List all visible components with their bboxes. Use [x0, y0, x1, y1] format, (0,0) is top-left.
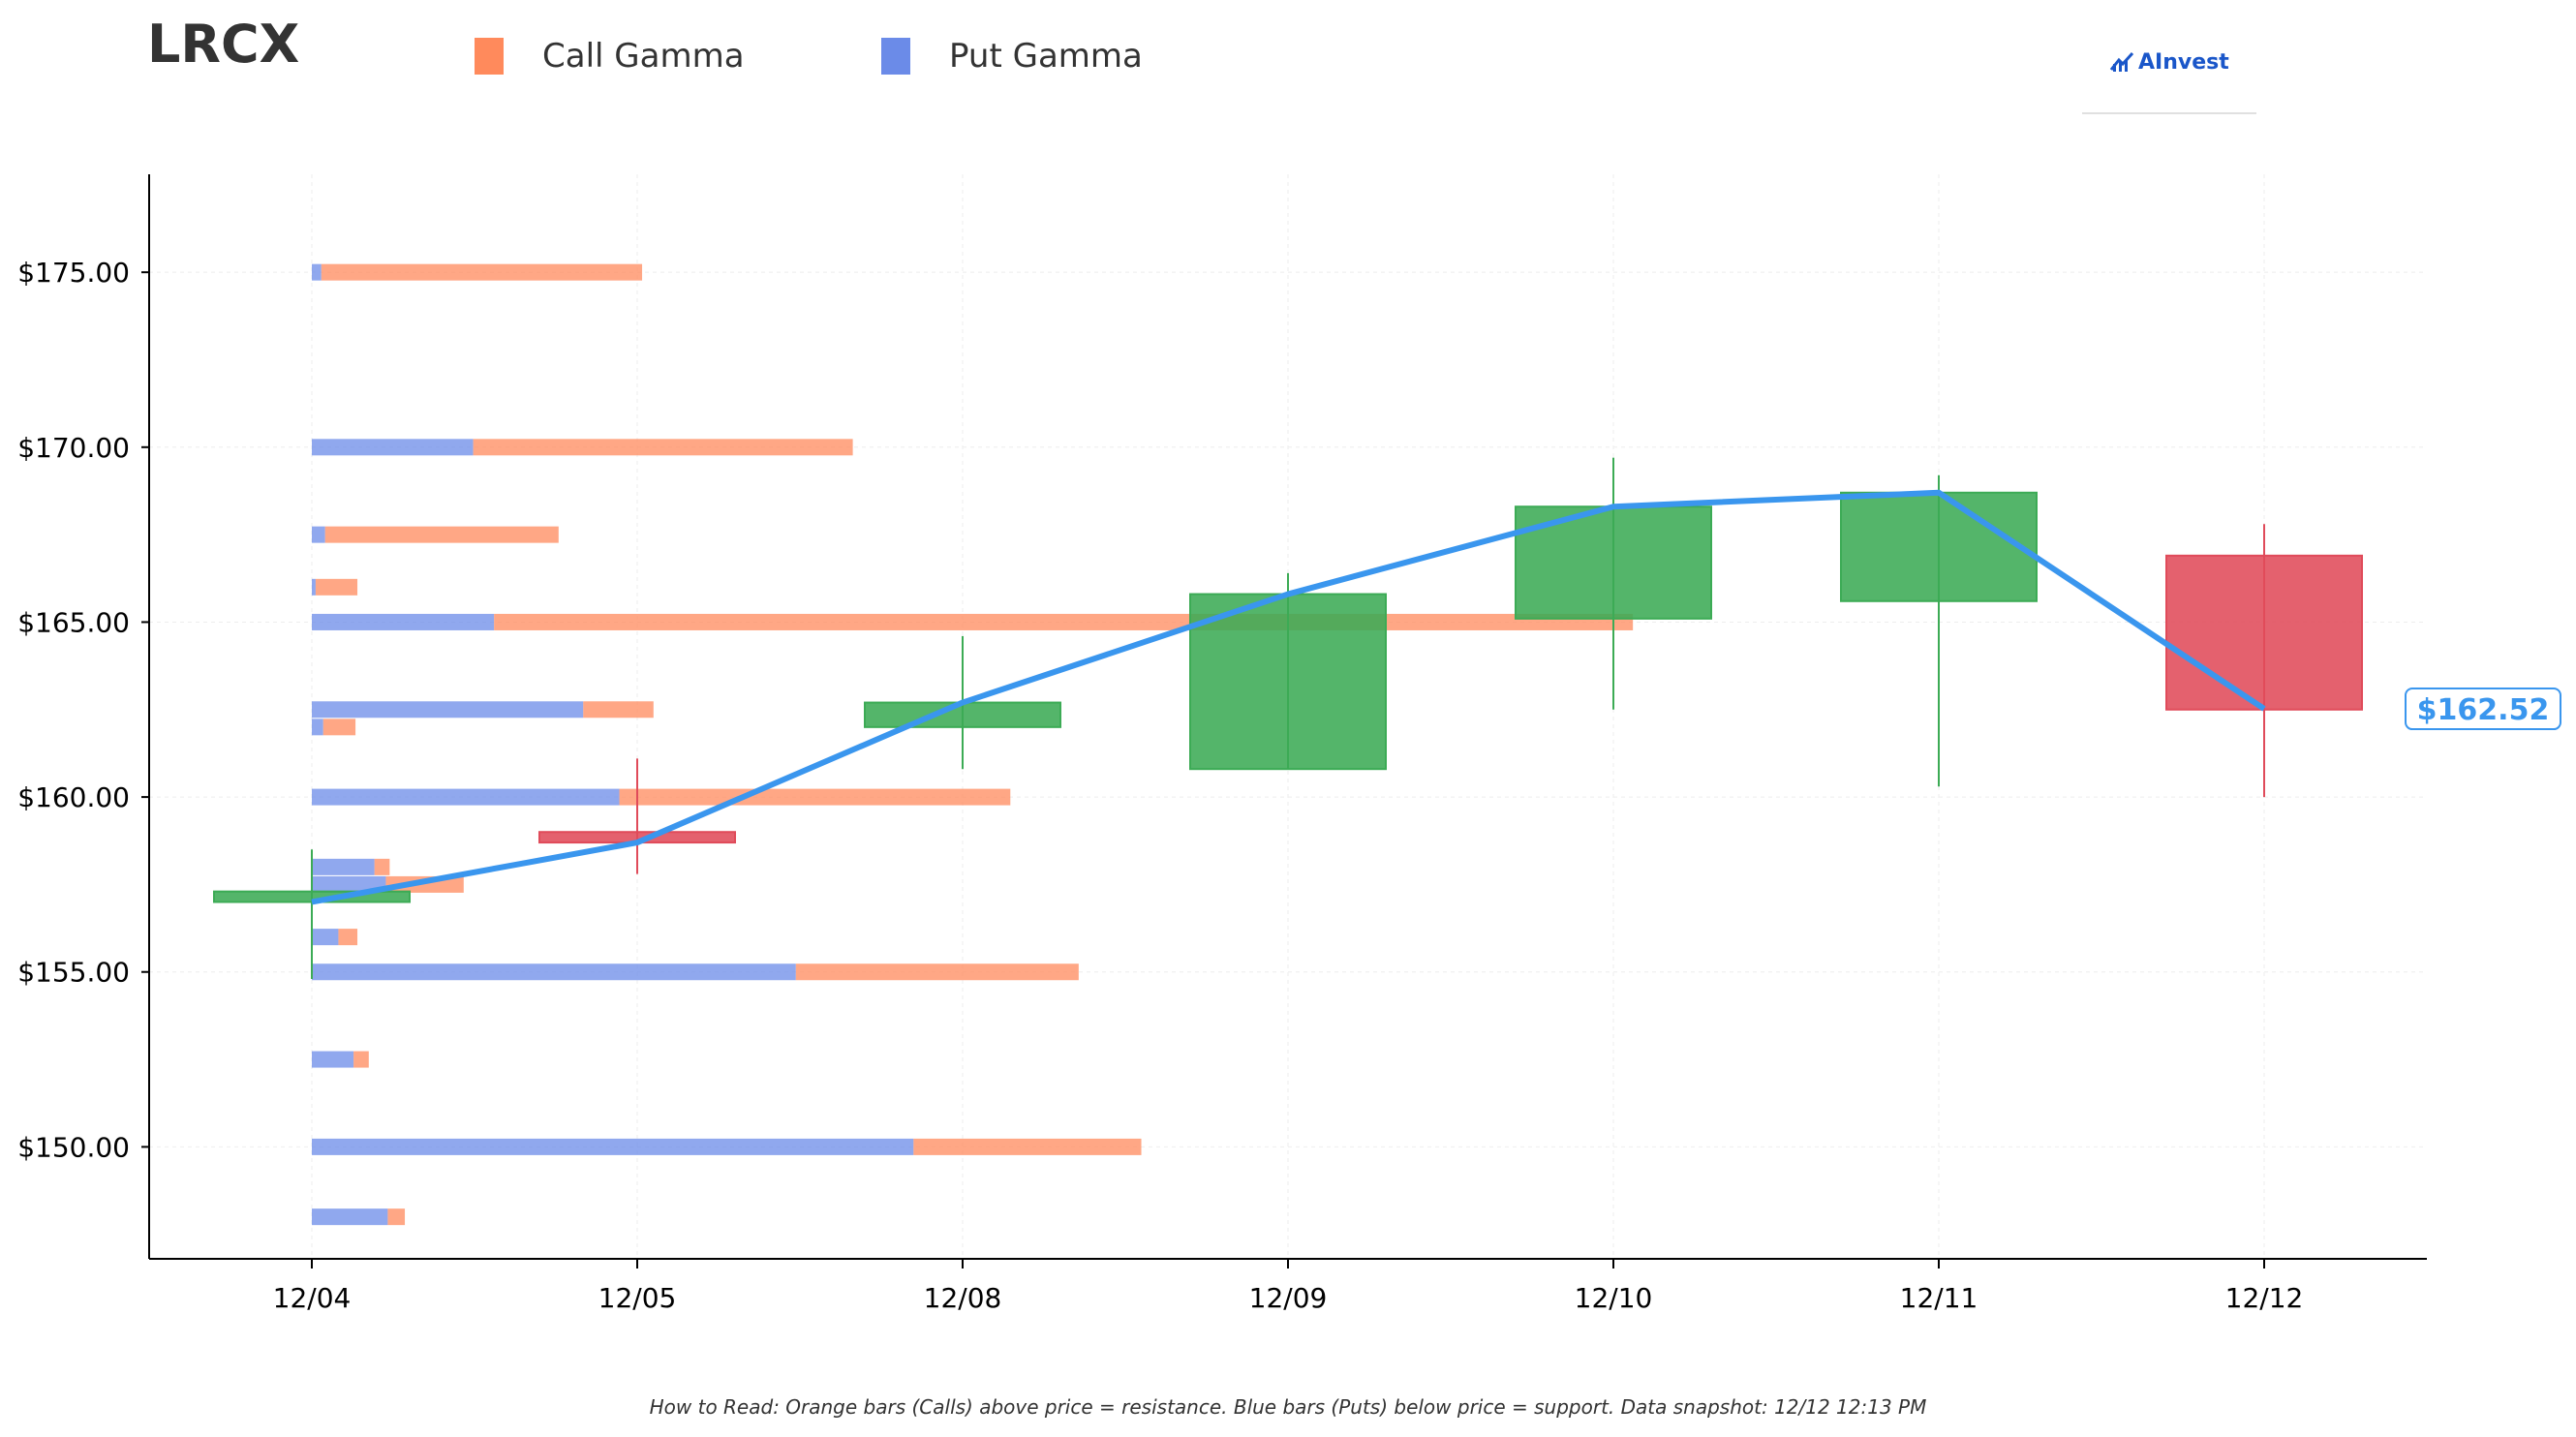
last-price-badge [2405, 688, 2561, 731]
call-gamma-bar [315, 578, 358, 596]
put-gamma-bar [312, 1051, 354, 1068]
call-gamma-bar [338, 929, 358, 946]
x-tick-label: 12/04 [273, 1282, 352, 1314]
put-gamma-bar [312, 929, 339, 946]
y-tick-label: $165.00 [17, 606, 130, 638]
close-price-line [311, 489, 2266, 905]
call-gamma-bar [374, 858, 390, 875]
call-gamma-bar [619, 788, 1011, 806]
put-gamma-bar [312, 701, 584, 718]
put-gamma-bar [312, 1208, 388, 1226]
put-gamma-bar [312, 963, 796, 981]
brand-logo: AInvest [2082, 39, 2256, 114]
put-gamma-bar [312, 858, 375, 875]
call-gamma-bar [494, 613, 1634, 630]
y-tick-label: $160.00 [17, 781, 130, 813]
call-gamma-bar [913, 1138, 1142, 1155]
candle-body [1189, 593, 1387, 771]
y-tick-label: $150.00 [17, 1131, 130, 1163]
x-tick-label: 12/09 [1249, 1282, 1328, 1314]
x-tick-label: 12/08 [924, 1282, 1002, 1314]
put-gamma-bar [312, 1138, 914, 1155]
legend-label-put: Put Gamma [949, 37, 1143, 76]
put-gamma-bar [312, 875, 386, 893]
call-gamma-bar [324, 526, 559, 543]
call-gamma-bar [795, 963, 1079, 981]
ainvest-logo-icon [2109, 51, 2134, 72]
call-gamma-bar [353, 1051, 369, 1068]
put-gamma-bar [312, 718, 323, 736]
ticker-title: LRCX [147, 14, 300, 75]
y-tick-label: $175.00 [17, 257, 130, 289]
legend-swatch-call [475, 38, 504, 75]
put-gamma-bar [312, 788, 620, 806]
put-gamma-bar [312, 439, 474, 456]
put-gamma-bar [312, 578, 316, 596]
x-tick-label: 12/10 [1575, 1282, 1653, 1314]
call-gamma-bar [583, 701, 654, 718]
call-gamma-bar [387, 1208, 406, 1226]
footnote: How to Read: Orange bars (Calls) above p… [649, 1395, 1927, 1419]
last-price-label: $162.52 [2417, 693, 2550, 727]
candle-body [1840, 491, 2038, 602]
legend-item-put: Put Gamma [881, 37, 1143, 76]
x-tick-label: 12/12 [2225, 1282, 2304, 1314]
put-gamma-bar [312, 526, 325, 543]
brand-name: AInvest [2138, 50, 2229, 75]
legend-swatch-put [881, 38, 910, 75]
y-tick-label: $155.00 [17, 957, 130, 989]
candle-body [864, 701, 1061, 728]
x-tick-label: 12/11 [1900, 1282, 1978, 1314]
call-gamma-bar [322, 718, 356, 736]
legend-label-call: Call Gamma [542, 37, 745, 76]
put-gamma-bar [312, 613, 495, 630]
x-tick-label: 12/05 [598, 1282, 677, 1314]
candle-body [2165, 554, 2363, 711]
call-gamma-bar [321, 263, 643, 281]
legend-item-call: Call Gamma [475, 37, 745, 76]
y-tick-label: $170.00 [17, 432, 130, 464]
put-gamma-bar [312, 263, 322, 281]
call-gamma-bar [473, 439, 853, 456]
